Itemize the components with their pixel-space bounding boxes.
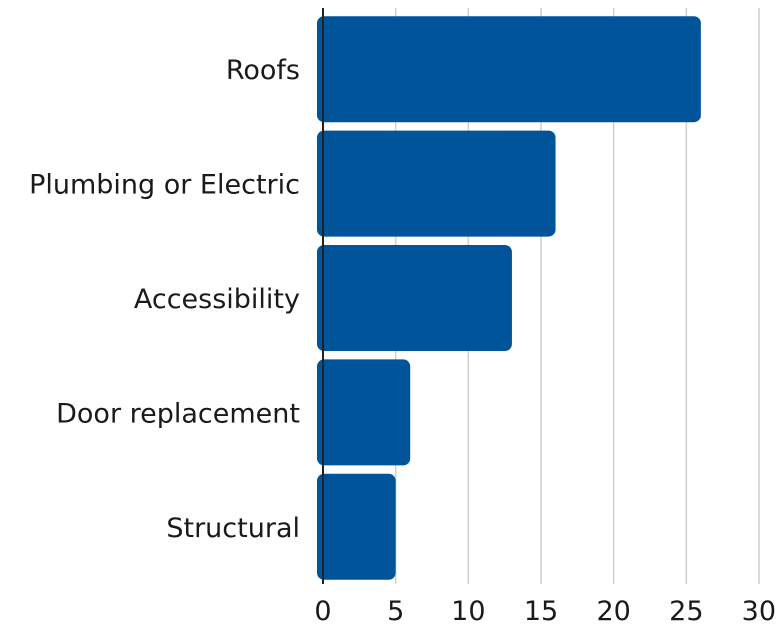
bar-door-replacement <box>317 359 411 466</box>
x-tick-labels: 0 5 10 15 20 25 30 <box>314 596 776 627</box>
x-tick-label: 25 <box>669 596 703 627</box>
bar-structural <box>317 473 396 580</box>
x-tick-label: 30 <box>742 596 776 627</box>
category-label: Structural <box>166 513 300 544</box>
x-tick-label: 15 <box>524 596 558 627</box>
category-labels: Roofs Plumbing or Electric Accessibility Do… <box>29 55 300 544</box>
bar-accessibility <box>317 245 512 351</box>
category-label: Door replacement <box>56 398 300 429</box>
x-tick-label: 5 <box>387 596 404 627</box>
bars <box>317 16 701 580</box>
category-label: Roofs <box>226 55 300 86</box>
category-label: Accessibility <box>134 284 300 315</box>
x-tick-label: 0 <box>314 596 331 627</box>
x-tick-label: 20 <box>596 596 630 627</box>
x-tick-label: 10 <box>451 596 485 627</box>
bar-roofs <box>317 16 701 123</box>
category-label: Plumbing or Electric <box>29 170 300 201</box>
bar-plumbing-or-electric <box>317 130 556 237</box>
